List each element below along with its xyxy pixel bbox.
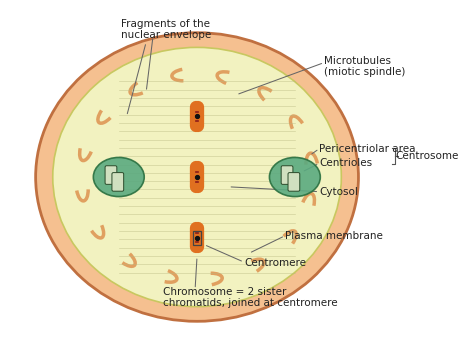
FancyBboxPatch shape: [281, 166, 293, 184]
Text: Pericentriolar area: Pericentriolar area: [319, 144, 416, 154]
Ellipse shape: [269, 158, 320, 197]
Text: Fragments of the
nuclear envelope: Fragments of the nuclear envelope: [120, 18, 211, 40]
FancyBboxPatch shape: [105, 166, 117, 184]
Text: Cytosol: Cytosol: [319, 187, 358, 197]
Ellipse shape: [36, 33, 358, 321]
Text: Centrosome: Centrosome: [396, 152, 459, 162]
FancyBboxPatch shape: [112, 173, 124, 191]
Text: Chromosome = 2 sister
chromatids, joined at centromere: Chromosome = 2 sister chromatids, joined…: [163, 286, 337, 308]
Ellipse shape: [93, 158, 144, 197]
Ellipse shape: [53, 47, 341, 307]
Text: Centromere: Centromere: [244, 258, 306, 268]
FancyBboxPatch shape: [288, 173, 300, 191]
Text: Plasma membrane: Plasma membrane: [285, 231, 383, 241]
Text: Microtubules
(miotic spindle): Microtubules (miotic spindle): [324, 56, 406, 77]
Text: Centrioles: Centrioles: [319, 158, 373, 168]
